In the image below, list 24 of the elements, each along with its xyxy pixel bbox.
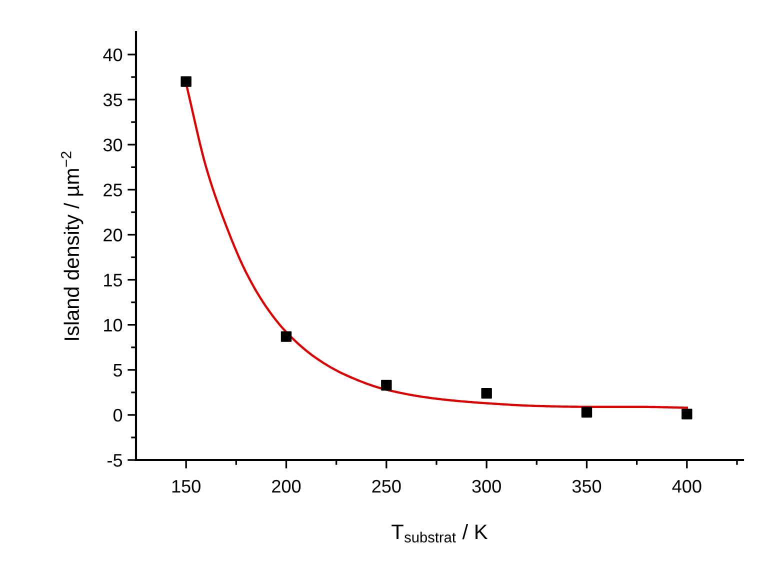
point (280, 331, 292, 342)
x-tick-label: 150 (172, 480, 200, 493)
y-tick-label: 10 (104, 318, 122, 332)
x-tick-label: 350 (572, 480, 602, 493)
y-tick-label: 5 (113, 364, 122, 377)
x-axis-title: T$_{substrat}$ / K (392, 524, 488, 542)
point (180, 76, 192, 87)
point (682, 408, 692, 420)
y-axis-title: Island density / µm$^{−2}$ (60, 152, 84, 340)
y-tick-label: 20 (104, 228, 122, 242)
y-tick-label: -5 (108, 454, 122, 467)
y-tick-label: 40 (103, 48, 122, 62)
y-tick-label: 15 (104, 274, 122, 287)
y-tick-label: 25 (104, 184, 122, 196)
x-tick-label: 400 (672, 480, 702, 493)
y-tick-label: 0 (113, 408, 122, 422)
x-tick-label: 300 (472, 480, 501, 493)
x-tick-label: 250 (372, 480, 401, 493)
y-tick-label: 35 (103, 94, 122, 106)
point (381, 380, 392, 391)
point (481, 388, 492, 399)
x-tick-label: 200 (272, 480, 301, 493)
point (581, 406, 592, 418)
y-tick-label: 30 (103, 138, 122, 152)
